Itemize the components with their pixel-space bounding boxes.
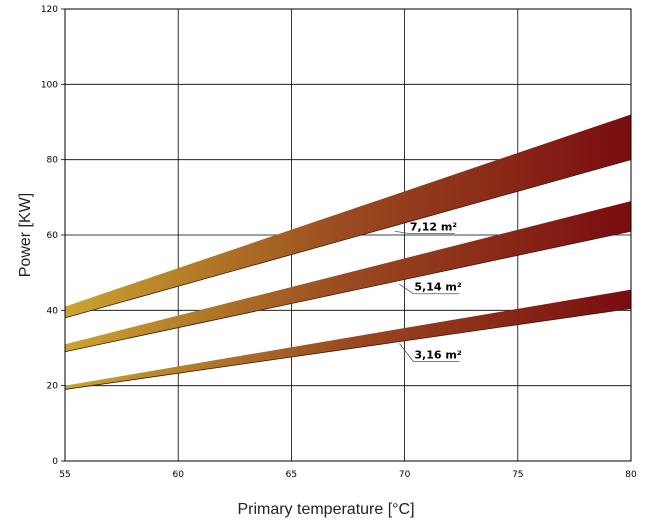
- y-tick-label: 0: [52, 457, 58, 467]
- band-edge: [65, 308, 631, 389]
- y-axis-title: Power [KW]: [17, 193, 34, 277]
- chart-bands: [65, 114, 631, 389]
- x-axis-title: Primary temperature [°C]: [237, 501, 414, 518]
- y-tick-label: 20: [47, 382, 59, 392]
- band-label-1: 7,12 m²: [410, 220, 457, 233]
- y-tick-label: 40: [47, 306, 59, 316]
- y-tick-label: 100: [41, 80, 58, 90]
- y-tick-labels: 0 20 40 60 80 100 120: [41, 5, 58, 467]
- x-tick-label: 80: [625, 470, 637, 480]
- y-tick-label: 60: [47, 231, 59, 241]
- x-tick-label: 65: [286, 470, 297, 480]
- x-tick-label: 75: [512, 470, 523, 480]
- x-tick-label: 55: [59, 470, 70, 480]
- y-tick-label: 120: [41, 5, 58, 15]
- band-3: [65, 290, 631, 390]
- band-label-2: 5,14 m²: [414, 281, 461, 294]
- y-tick-label: 80: [47, 156, 59, 166]
- x-tick-label: 70: [399, 470, 411, 480]
- band-label-3: 3,16 m²: [414, 349, 461, 362]
- x-tick-labels: 55 60 65 70 75 80: [59, 470, 637, 480]
- x-tick-label: 60: [172, 470, 184, 480]
